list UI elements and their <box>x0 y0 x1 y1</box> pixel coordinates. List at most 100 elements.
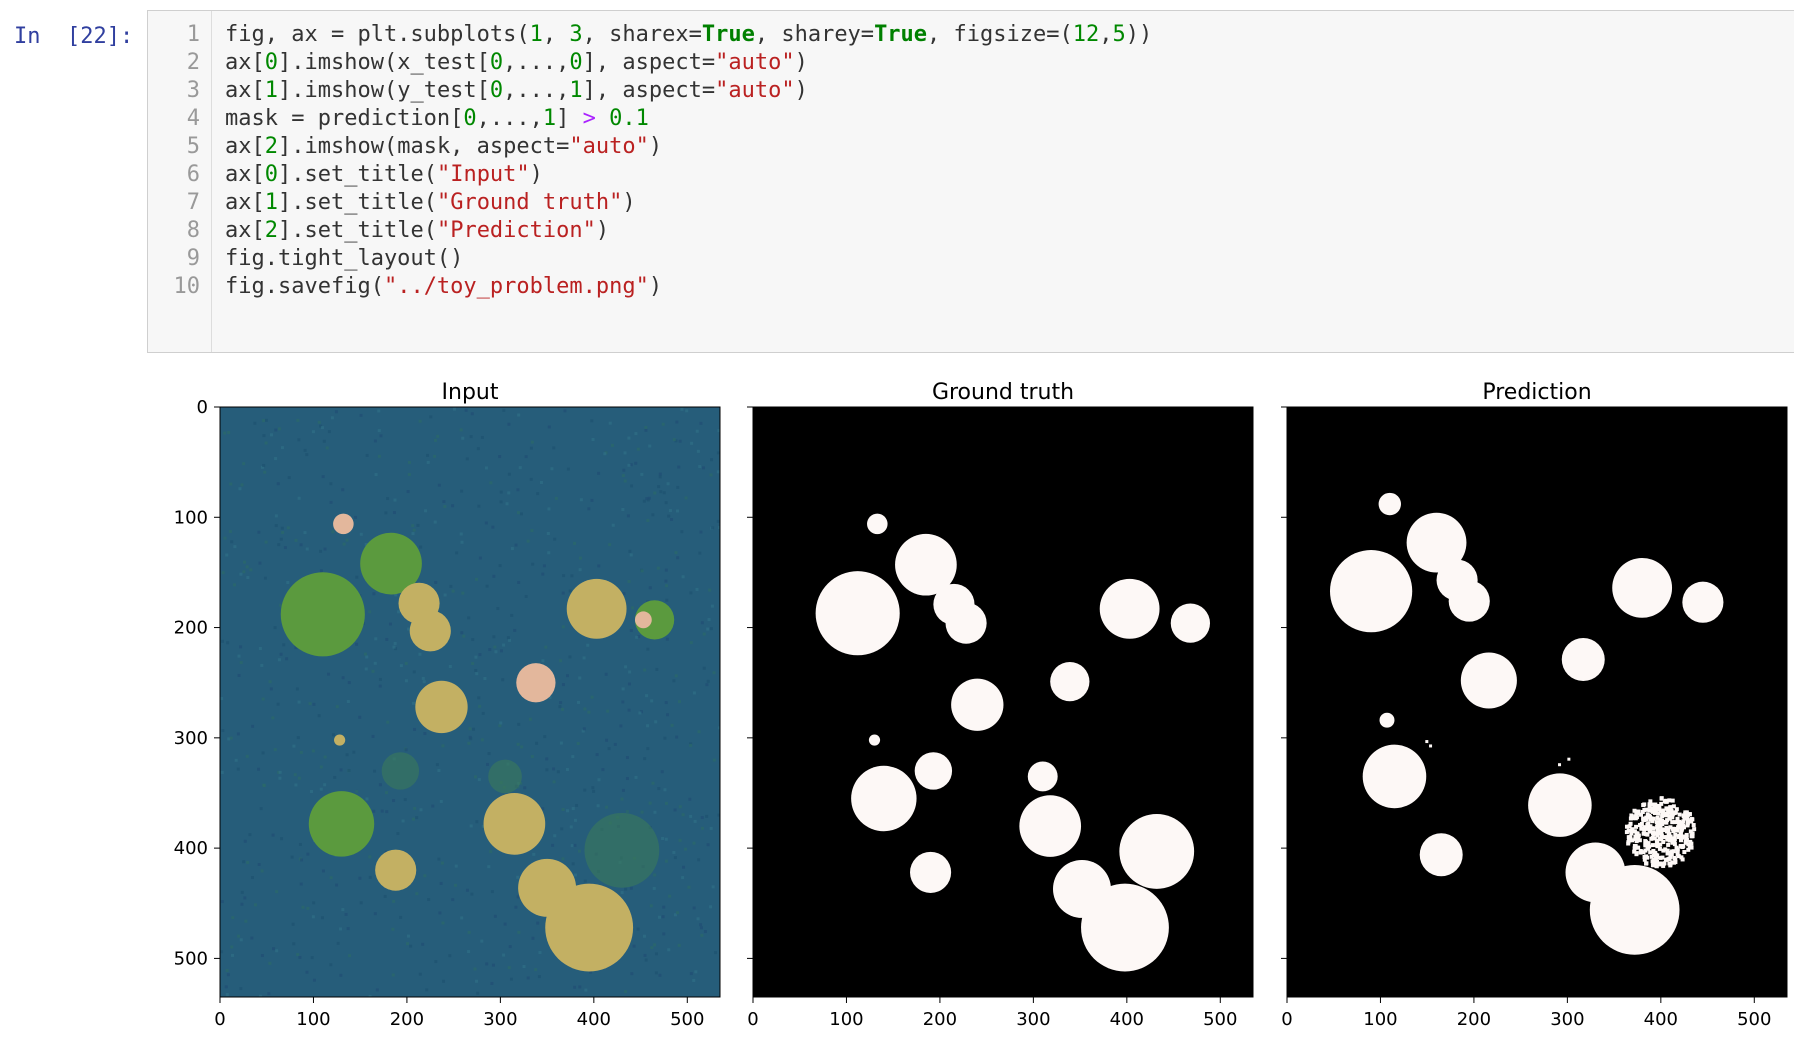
noise-pixel <box>439 799 443 803</box>
noise-pixel <box>374 473 378 477</box>
noise-pixel <box>644 426 648 430</box>
code-token: ) <box>794 78 808 103</box>
noise-pixel <box>407 472 411 476</box>
noise-pixel <box>274 428 278 432</box>
noise-pixel <box>499 500 503 504</box>
noise-pixel <box>516 488 520 492</box>
code-line[interactable]: 9 fig.tight_layout() <box>148 243 1788 275</box>
noise-pixel <box>459 532 463 536</box>
noise-pixel <box>486 762 490 766</box>
noise-pixel <box>502 408 506 412</box>
noise-pixel <box>352 750 356 754</box>
noise-pixel <box>672 850 676 854</box>
noise-pixel <box>501 678 505 682</box>
prediction-noise-speckle <box>1666 850 1671 855</box>
noise-pixel <box>692 978 696 982</box>
noise-pixel <box>668 509 672 513</box>
code-line[interactable]: 10 fig.savefig("../toy_problem.png") <box>148 271 1788 303</box>
noise-pixel <box>342 542 346 546</box>
code-line[interactable]: 3 ax[1].imshow(y_test[0,...,1], aspect="a… <box>148 75 1788 107</box>
noise-pixel <box>717 813 720 817</box>
noise-pixel <box>386 497 390 501</box>
noise-pixel <box>708 588 712 592</box>
code-token: ].set_title( <box>278 162 437 187</box>
code-token: ].imshow(y_test[ <box>278 78 490 103</box>
noise-pixel <box>685 409 689 413</box>
noise-pixel <box>319 787 323 791</box>
noise-pixel <box>676 509 680 513</box>
noise-pixel <box>462 634 466 638</box>
noise-pixel <box>663 788 667 792</box>
prediction-noise-speckle <box>1665 818 1670 823</box>
prediction-noise-speckle <box>1670 860 1675 865</box>
noise-pixel <box>658 973 662 977</box>
noise-pixel <box>239 938 243 942</box>
noise-pixel <box>581 729 585 733</box>
noise-pixel <box>312 901 316 905</box>
prediction-noise-speckle <box>1646 841 1651 846</box>
blob-shape <box>334 734 346 746</box>
noise-pixel <box>481 824 485 828</box>
noise-pixel <box>573 541 577 545</box>
noise-pixel <box>364 543 368 547</box>
noise-pixel <box>514 543 518 547</box>
blob-shape <box>516 663 556 703</box>
prediction-noise-speckle <box>1634 845 1639 850</box>
noise-pixel <box>296 736 300 740</box>
blob-shape <box>409 610 451 652</box>
noise-pixel <box>718 526 720 530</box>
x-tick-label: 400 <box>577 1009 611 1030</box>
noise-pixel <box>392 511 396 515</box>
noise-pixel <box>471 638 475 642</box>
prediction-noise-speckle <box>1664 798 1669 803</box>
noise-pixel <box>248 833 252 837</box>
line-number: 1 <box>186 22 200 47</box>
noise-pixel <box>689 591 693 595</box>
noise-pixel <box>657 787 661 791</box>
code-line[interactable]: 2 ax[0].imshow(x_test[0,...,0], aspect="a… <box>148 47 1788 79</box>
noise-pixel <box>298 955 302 959</box>
noise-pixel <box>368 610 372 614</box>
noise-pixel <box>699 421 703 425</box>
noise-pixel <box>467 950 471 954</box>
blob-shape <box>1561 638 1605 682</box>
prediction-noise-speckle <box>1672 839 1677 844</box>
noise-pixel <box>640 472 644 476</box>
code-line[interactable]: 4 mask = prediction[0,...,1] > 0.1 <box>148 103 1788 135</box>
noise-pixel <box>646 747 650 751</box>
noise-pixel <box>267 992 271 996</box>
code-token: 0.1 <box>609 106 649 131</box>
noise-pixel <box>474 655 478 659</box>
noise-pixel <box>285 657 289 661</box>
x-tick-label: 100 <box>829 1009 863 1030</box>
noise-pixel <box>404 679 408 683</box>
code-line[interactable]: 7 ax[1].set_title("Ground truth") <box>148 187 1788 219</box>
code-line[interactable]: 5 ax[2].imshow(mask, aspect="auto") <box>148 131 1788 163</box>
noise-pixel <box>541 807 545 811</box>
noise-pixel <box>559 659 563 663</box>
noise-pixel <box>225 968 229 972</box>
prediction-noise-speckle <box>1652 836 1657 841</box>
noise-pixel <box>673 808 677 812</box>
prediction-noise-speckle <box>1628 835 1633 840</box>
code-line[interactable]: 1 fig, ax = plt.subplots(1, 3, sharex=Tru… <box>148 19 1788 51</box>
noise-pixel <box>392 645 396 649</box>
noise-pixel <box>244 919 248 923</box>
prediction-noise-speckle <box>1670 812 1675 817</box>
code-line[interactable]: 6 ax[0].set_title("Input") <box>148 159 1788 191</box>
noise-pixel <box>221 729 225 733</box>
noise-pixel <box>526 976 530 980</box>
noise-pixel <box>629 628 633 632</box>
noise-pixel <box>427 898 431 902</box>
prediction-noise-speckle <box>1650 809 1655 814</box>
noise-pixel <box>459 428 463 432</box>
noise-pixel <box>568 655 572 659</box>
code-input-area[interactable]: 1 fig, ax = plt.subplots(1, 3, sharex=Tru… <box>147 10 1794 353</box>
code-line[interactable]: 8 ax[2].set_title("Prediction") <box>148 215 1788 247</box>
noise-pixel <box>310 956 314 960</box>
noise-pixel <box>261 751 265 755</box>
blob-shape <box>895 533 957 596</box>
x-tick-label: 500 <box>670 1009 704 1030</box>
noise-pixel <box>648 801 652 805</box>
prediction-noise-speckle <box>1640 809 1645 814</box>
